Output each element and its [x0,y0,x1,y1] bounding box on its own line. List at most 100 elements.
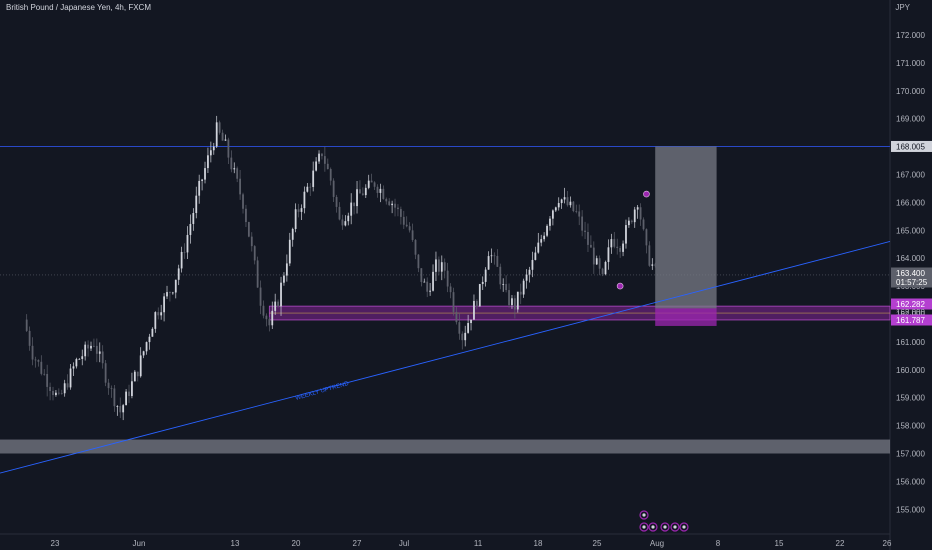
candle-body [37,360,40,362]
candle-body [607,247,610,262]
candle-body [224,139,227,141]
candle-body [25,319,28,331]
price-tag-label: 01:57:25 [896,278,928,287]
candle-body [516,291,519,310]
candle-body [253,246,256,261]
event-icons [639,510,689,532]
trendline-label: WEEKLY UPTREND [295,381,350,402]
candle-body [341,219,344,226]
candle-body [230,157,233,170]
candle-body [426,281,429,292]
candle-body [271,310,274,326]
candle-body [242,194,244,209]
target-box [655,146,717,309]
price-tag-label: 162.282 [896,300,925,309]
candle-body [69,368,72,388]
candle-body [95,345,98,354]
candle-body [484,269,487,282]
candle-body [601,268,604,275]
candle-body [654,264,657,266]
candle-body [204,168,206,180]
candle-body [610,239,613,248]
candle-body [589,244,592,248]
candle-body [218,122,221,133]
candle-body [306,186,309,192]
candle-body [323,156,326,164]
candle-body [265,315,268,320]
candle-body [81,356,84,359]
candle-body [66,383,69,388]
candle-body [394,203,396,208]
candle-body [557,203,560,208]
y-tick-label: 161.000 [896,338,925,347]
candles [25,115,657,421]
candle-body [312,170,315,187]
y-tick-label: 156.000 [896,477,925,486]
candle-body [93,345,95,347]
event-icon-dot [651,525,655,529]
candle-body [622,243,624,252]
candle-body [207,155,209,169]
candle-body [78,358,81,360]
candle-body [148,336,151,343]
candle-body [353,202,356,207]
candle-body [651,264,654,266]
candle-body [546,225,548,236]
candle-body [247,222,250,237]
candle-body [391,203,394,206]
candle-body [192,212,195,224]
x-tick-label: Aug [650,539,664,548]
candle-body [490,255,493,257]
candle-body [578,211,581,217]
candle-body [212,146,215,151]
candle-body [373,182,376,187]
candle-body [84,344,87,357]
candle-body [534,252,537,260]
candle-body [142,351,145,356]
candle-body [493,255,496,257]
y-tick-label: 172.000 [896,31,925,40]
candle-body [87,344,89,349]
candle-body [511,298,513,306]
candle-body [46,373,49,387]
event-icon-dot [642,513,646,517]
candle-body [291,228,294,240]
candle-body [128,391,130,397]
weekly-uptrend-line [0,241,891,474]
candle-body [432,271,434,291]
candle-body [356,189,358,207]
candle-body [274,301,277,311]
candle-body [522,280,525,295]
candle-body [625,225,627,244]
candle-body [268,319,271,326]
y-tick-label: 167.000 [896,171,925,180]
candle-body [575,211,578,212]
y-tick-label: 155.000 [896,505,925,514]
candle-body [592,247,595,265]
candle-body [90,345,92,349]
candle-body [361,193,364,196]
candle-body [321,153,323,157]
candle-body [473,300,475,320]
candle-body [543,235,546,240]
y-tick-label: 166.000 [896,198,925,207]
candle-body [201,179,203,181]
event-icon-dot [642,525,646,529]
x-tick-label: 25 [593,539,602,548]
symbol-title[interactable]: British Pound / Japanese Yen, 4h, FXCM [6,3,151,12]
candle-body [619,248,622,252]
candle-body [326,163,329,170]
price-tag-label: 161.787 [896,316,925,325]
candle-body [566,197,569,206]
candle-body [587,232,589,245]
x-tick-label: 13 [231,539,240,548]
candle-body [347,215,350,222]
candle-body [414,239,417,255]
candle-body [300,208,303,212]
candle-body [519,291,522,295]
candle-body [303,191,306,209]
x-tick-label: Jul [399,539,409,548]
y-tick-label: 165.000 [896,226,925,235]
y-tick-label: 158.000 [896,422,925,431]
